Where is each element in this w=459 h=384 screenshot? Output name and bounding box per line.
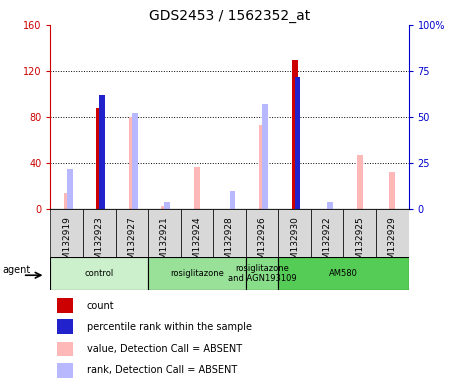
FancyBboxPatch shape (246, 209, 278, 257)
Text: count: count (87, 301, 114, 311)
Bar (99, 95, 105, 209)
Text: value, Detection Call = ABSENT: value, Detection Call = ABSENT (87, 344, 242, 354)
Bar (259, 125, 265, 209)
Text: agent: agent (3, 265, 31, 275)
FancyBboxPatch shape (343, 209, 376, 257)
Bar (56, 298, 73, 313)
FancyBboxPatch shape (311, 209, 343, 257)
Bar (67, 169, 73, 209)
Text: rank, Detection Call = ABSENT: rank, Detection Call = ABSENT (87, 365, 237, 375)
FancyBboxPatch shape (50, 209, 83, 257)
Text: GSM132930: GSM132930 (290, 217, 299, 271)
Bar (194, 167, 200, 209)
FancyBboxPatch shape (148, 257, 246, 290)
Bar (96, 108, 102, 209)
Bar (230, 191, 235, 209)
Text: GSM132929: GSM132929 (388, 217, 397, 271)
Bar (129, 117, 135, 209)
FancyBboxPatch shape (213, 209, 246, 257)
Bar (162, 206, 168, 209)
Text: GSM132928: GSM132928 (225, 217, 234, 271)
Text: GSM132927: GSM132927 (127, 217, 136, 271)
Text: GSM132924: GSM132924 (192, 217, 202, 271)
Text: percentile rank within the sample: percentile rank within the sample (87, 322, 252, 332)
Text: GSM132926: GSM132926 (257, 217, 267, 271)
Bar (164, 202, 170, 209)
FancyBboxPatch shape (278, 209, 311, 257)
FancyBboxPatch shape (278, 257, 409, 290)
Text: rosiglitazone
and AGN193109: rosiglitazone and AGN193109 (228, 264, 297, 283)
Bar (327, 202, 333, 209)
Bar (357, 155, 363, 209)
Text: GSM132921: GSM132921 (160, 217, 169, 271)
FancyBboxPatch shape (83, 209, 116, 257)
Text: GSM132925: GSM132925 (355, 217, 364, 271)
Bar (389, 172, 395, 209)
Text: AM580: AM580 (329, 269, 358, 278)
Text: GSM132922: GSM132922 (323, 217, 332, 271)
Title: GDS2453 / 1562352_at: GDS2453 / 1562352_at (149, 8, 310, 23)
Bar (291, 60, 297, 209)
FancyBboxPatch shape (148, 209, 181, 257)
FancyBboxPatch shape (376, 209, 409, 257)
Bar (56, 342, 73, 356)
Bar (56, 363, 73, 377)
FancyBboxPatch shape (246, 257, 278, 290)
Text: control: control (85, 269, 114, 278)
FancyBboxPatch shape (50, 257, 148, 290)
Text: GSM132923: GSM132923 (95, 217, 104, 271)
FancyBboxPatch shape (116, 209, 148, 257)
Bar (262, 104, 268, 209)
Bar (56, 319, 73, 334)
Bar (295, 76, 301, 209)
Bar (132, 113, 138, 209)
Text: GSM132919: GSM132919 (62, 217, 71, 271)
FancyBboxPatch shape (181, 209, 213, 257)
Bar (64, 193, 70, 209)
Text: rosiglitazone: rosiglitazone (170, 269, 224, 278)
